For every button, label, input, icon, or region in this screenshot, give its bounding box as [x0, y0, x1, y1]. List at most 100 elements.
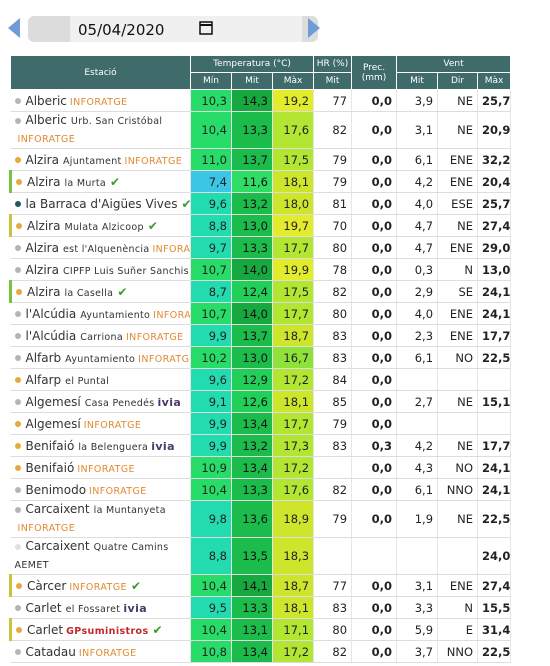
subheader[interactable]: Mín — [190, 72, 232, 90]
station-cell[interactable]: Algemesí Casa Penedés ivia — [10, 390, 191, 413]
station-row[interactable]: Carcaixent Quatre Camins AEMET 8,8 13,5 18,3 2… — [10, 537, 512, 575]
value-cell: 10,9 — [190, 456, 232, 479]
value-cell: 9,1 — [190, 390, 232, 413]
value-cell: 0,0 — [351, 148, 398, 171]
next-day[interactable] — [308, 18, 320, 38]
status-dot — [14, 465, 21, 471]
station-cell[interactable]: Carlet el Fossaret ivia — [10, 596, 191, 619]
value-cell: 0,0 — [351, 412, 398, 435]
station-cell[interactable]: Alfarp el Puntal — [10, 368, 191, 391]
station-row[interactable]: Alzira la Murta ✔ 7,4 11,6 18,1 79 0,0 4,2 ENE 20,… — [9, 170, 512, 193]
station-row[interactable]: Alzira la Casella ✔ 8,7 12,4 17,5 82 0,0 2,9 SE 24… — [9, 280, 512, 303]
station-cell[interactable]: Alberic Urb. San Cristóbal INFORATGE — [10, 111, 191, 149]
station-row[interactable]: Algemesí Casa Penedés ivia 9,1 12,6 18,1 85 0,0… — [10, 390, 512, 413]
value-cell: 17,5 — [272, 280, 315, 303]
status-dot — [14, 487, 21, 493]
station-row[interactable]: la Barraca d'Aigües Vives ✔9,613,218,0810… — [10, 192, 512, 215]
station-cell[interactable]: Alzira Mulata Alzicoop ✔ — [9, 214, 191, 237]
value-cell: 18,1 — [272, 390, 315, 413]
status-dot — [16, 179, 22, 185]
date-input[interactable] — [70, 16, 302, 42]
check-icon: ✔ — [182, 197, 190, 211]
value-cell: 85 — [313, 390, 353, 413]
value-cell: 10,4 — [190, 111, 232, 149]
station-cell[interactable]: Alfarb Ayuntamiento INFORATGE — [10, 346, 191, 369]
station-row[interactable]: Catadau INFORATGE 10,8 13,4 17,2 82 0,0 3,7 NNO 2… — [10, 640, 512, 663]
subheader[interactable]: Màx — [477, 72, 512, 90]
value-cell: 79 — [313, 148, 353, 171]
station-cell[interactable]: l'Alcúdia Carriona INFORATGE — [10, 324, 191, 347]
status-dot — [14, 267, 21, 273]
station-cell[interactable]: Alzira la Casella ✔ — [9, 280, 191, 303]
value-cell: 17,3 — [272, 434, 315, 457]
station-row[interactable]: Alzira CIPFP Luis Suñer Sanchis 10,7 14,0 19… — [10, 258, 512, 281]
value-cell: 4,2 — [396, 434, 439, 457]
station-row[interactable]: Carcaixent la Muntanyeta INFORATGE 9,8 13,6 1… — [10, 500, 512, 538]
station-cell[interactable]: Alzira Ajuntament INFORATGE — [10, 148, 191, 171]
station-cell[interactable]: Carcaixent la Muntanyeta INFORATGE — [10, 500, 191, 538]
station-cell[interactable]: Alzira la Murta ✔ — [9, 170, 191, 193]
value-cell: 8,7 — [190, 280, 232, 303]
value-cell: 78 — [313, 258, 353, 281]
station-row[interactable]: Carlet GPsuministros ✔ 10,4 13,1 17,1 80 0,0 5,9… — [9, 618, 512, 641]
station-cell[interactable]: Càrcer INFORATGE ✔ — [9, 574, 191, 597]
station-row[interactable]: Alfarb Ayuntamiento INFORATGE 10,2 13,0 16,7 8… — [10, 346, 512, 369]
network-badge: INFORATGE — [17, 134, 76, 145]
station-row[interactable]: Carlet el Fossaret ivia 9,5 13,3 18,1 83 0,0 3,3… — [10, 596, 512, 619]
status-dot — [16, 627, 22, 633]
value-cell: 9,9 — [190, 324, 232, 347]
station-cell[interactable]: Benimodo INFORATGE — [10, 478, 191, 501]
network-badge: ivia — [157, 395, 182, 409]
value-cell: 2,7 — [396, 390, 439, 413]
station-row[interactable]: Alfarp el Puntal 9,6 12,9 17,2 84 0,0 — [10, 368, 512, 391]
value-cell: 24,1 — [477, 478, 512, 501]
station-row[interactable]: Alzira Ajuntament INFORATGE 11,0 13,7 17,5 79 0… — [10, 148, 512, 171]
subheader[interactable]: Màx — [271, 72, 315, 90]
value-cell: 0,0 — [351, 478, 398, 501]
value-cell: 13,4 — [231, 456, 273, 479]
station-place: el Puntal — [65, 375, 110, 387]
station-cell[interactable]: l'AlcúdiaAyuntamientoINFORATGE — [10, 302, 191, 325]
station-cell[interactable]: Algemesí INFORATGE — [10, 412, 191, 435]
station-cell[interactable]: Alzira CIPFP Luis Suñer Sanchis — [10, 258, 191, 281]
station-cell[interactable]: Carcaixent Quatre Camins AEMET — [10, 537, 191, 575]
station-row[interactable]: Alberic INFORATGE 10,3 14,3 19,2 77 0,0 3,9 NE 25… — [10, 89, 512, 112]
station-row[interactable]: Benifaió la Belenguera ivia 9,9 13,2 17,3 83 0,… — [10, 434, 512, 457]
value-cell: 13,2 — [231, 192, 273, 215]
station-cell[interactable]: Catadau INFORATGE — [10, 640, 191, 663]
station-row[interactable]: Alberic Urb. San Cristóbal INFORATGE 10,4 13… — [10, 111, 512, 149]
station-cell[interactable]: la Barraca d'Aigües Vives ✔ — [10, 192, 191, 215]
station-name: Alzira — [25, 240, 59, 255]
header-precipitation[interactable]: Prec. (mm) — [351, 55, 398, 90]
station-row[interactable]: Benifaió INFORATGE 10,9 13,4 17,2 0,0 4,3 NO 24,… — [10, 456, 512, 479]
check-icon: ✔ — [147, 218, 158, 233]
subheader[interactable]: Mit — [313, 72, 353, 90]
header-station[interactable]: Estació — [10, 55, 191, 90]
station-place: Urb. San Cristóbal — [70, 116, 163, 127]
value-cell: 81 — [313, 192, 353, 215]
station-cell[interactable]: Benifaió INFORATGE — [10, 456, 191, 479]
value-cell: 10,7 — [190, 302, 232, 325]
subheader: Dir — [437, 72, 479, 90]
subheader[interactable]: Mit — [231, 72, 273, 90]
station-name: Alzira — [25, 152, 59, 167]
value-cell: 82 — [313, 478, 353, 501]
value-cell: 14,0 — [231, 258, 273, 281]
check-icon: ✔ — [130, 578, 141, 593]
station-place: la Murta — [64, 177, 107, 189]
station-cell[interactable]: Carlet GPsuministros ✔ — [9, 618, 191, 641]
station-cell[interactable]: Benifaió la Belenguera ivia — [10, 434, 191, 457]
station-row[interactable]: Alzira Mulata Alzicoop ✔ 8,8 13,0 19,7 70 0,0 4,… — [9, 214, 512, 237]
station-row[interactable]: Càrcer INFORATGE ✔ 10,4 14,1 18,7 77 0,0 3,1 ENE 2… — [9, 574, 512, 597]
value-cell: 24,0 — [477, 537, 512, 575]
station-row[interactable]: l'Alcúdia Carriona INFORATGE 9,9 13,7 18,7 83 0… — [10, 324, 512, 347]
calendar-icon[interactable] — [199, 21, 213, 35]
station-cell[interactable]: Alberic INFORATGE — [10, 89, 191, 112]
value-cell: 10,3 — [190, 89, 232, 112]
station-row[interactable]: Benimodo INFORATGE 10,4 13,3 17,6 82 0,0 6,1 NNO… — [10, 478, 512, 501]
station-row[interactable]: Algemesí INFORATGE 9,9 13,4 17,7 79 0,0 — [10, 412, 512, 435]
prev-day[interactable] — [8, 18, 20, 38]
station-row[interactable]: l'AlcúdiaAyuntamientoINFORATGE10,714,017… — [10, 302, 512, 325]
